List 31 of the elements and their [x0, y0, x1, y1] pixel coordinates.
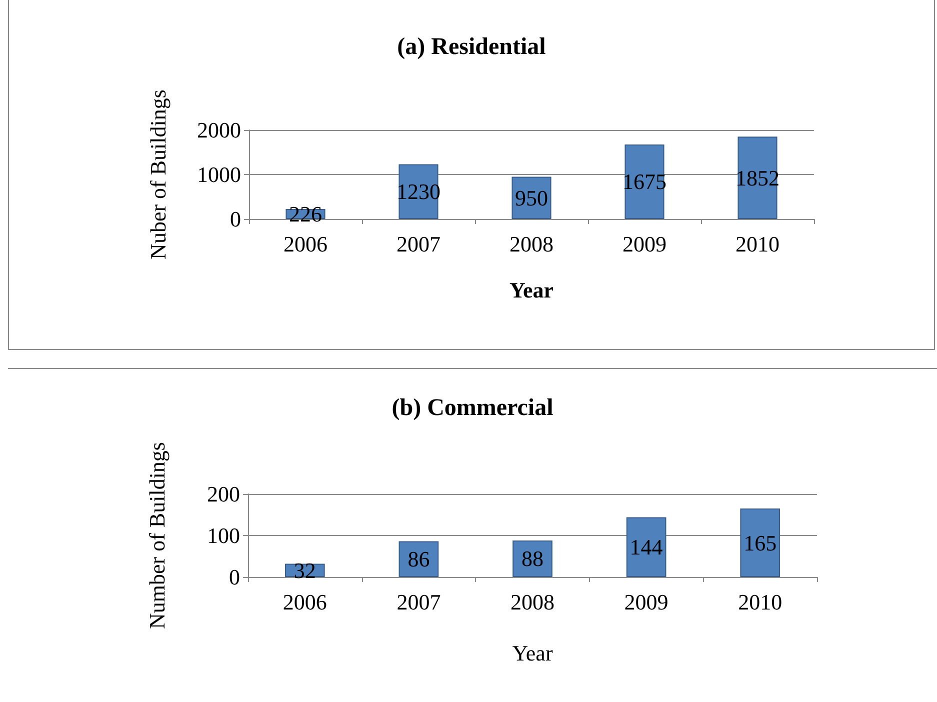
- data-label: 165: [744, 530, 777, 556]
- bar: [626, 517, 666, 577]
- x-axis-title: Year: [512, 640, 554, 666]
- y-tick-label: 2000: [197, 118, 241, 142]
- x-tick-label: 2009: [622, 232, 666, 256]
- bar: [740, 508, 780, 577]
- y-axis-title: Number of Buildings: [144, 442, 170, 629]
- x-tick-label: 2009: [624, 590, 668, 614]
- x-tick-label: 2007: [396, 590, 441, 614]
- x-tick-label: 2006: [284, 232, 328, 256]
- y-tick-label: 1000: [197, 162, 241, 187]
- data-label: 950: [515, 185, 548, 210]
- y-axis-title: Nuber of Buildings: [146, 90, 170, 260]
- x-tick-label: 2007: [396, 232, 440, 256]
- x-axis-title: Year: [510, 278, 554, 302]
- x-tick-label: 2008: [510, 232, 554, 256]
- x-tick-label: 2010: [736, 232, 780, 256]
- data-label: 86: [408, 546, 430, 572]
- chart-title: (a) Residential: [397, 34, 546, 60]
- data-label: 32: [294, 558, 316, 583]
- x-tick-label: 2008: [510, 590, 554, 614]
- data-label: 88: [522, 546, 544, 572]
- y-tick-label: 200: [207, 482, 240, 506]
- y-tick-label: 100: [207, 523, 240, 548]
- x-tick-label: 2006: [282, 590, 327, 614]
- chart-title: (b) Commercial: [392, 395, 554, 421]
- y-tick-label: 0: [229, 564, 240, 590]
- y-tick-label: 0: [230, 206, 241, 232]
- data-label: 226: [289, 201, 322, 226]
- x-tick-label: 2010: [738, 590, 782, 614]
- data-label: 144: [630, 534, 663, 560]
